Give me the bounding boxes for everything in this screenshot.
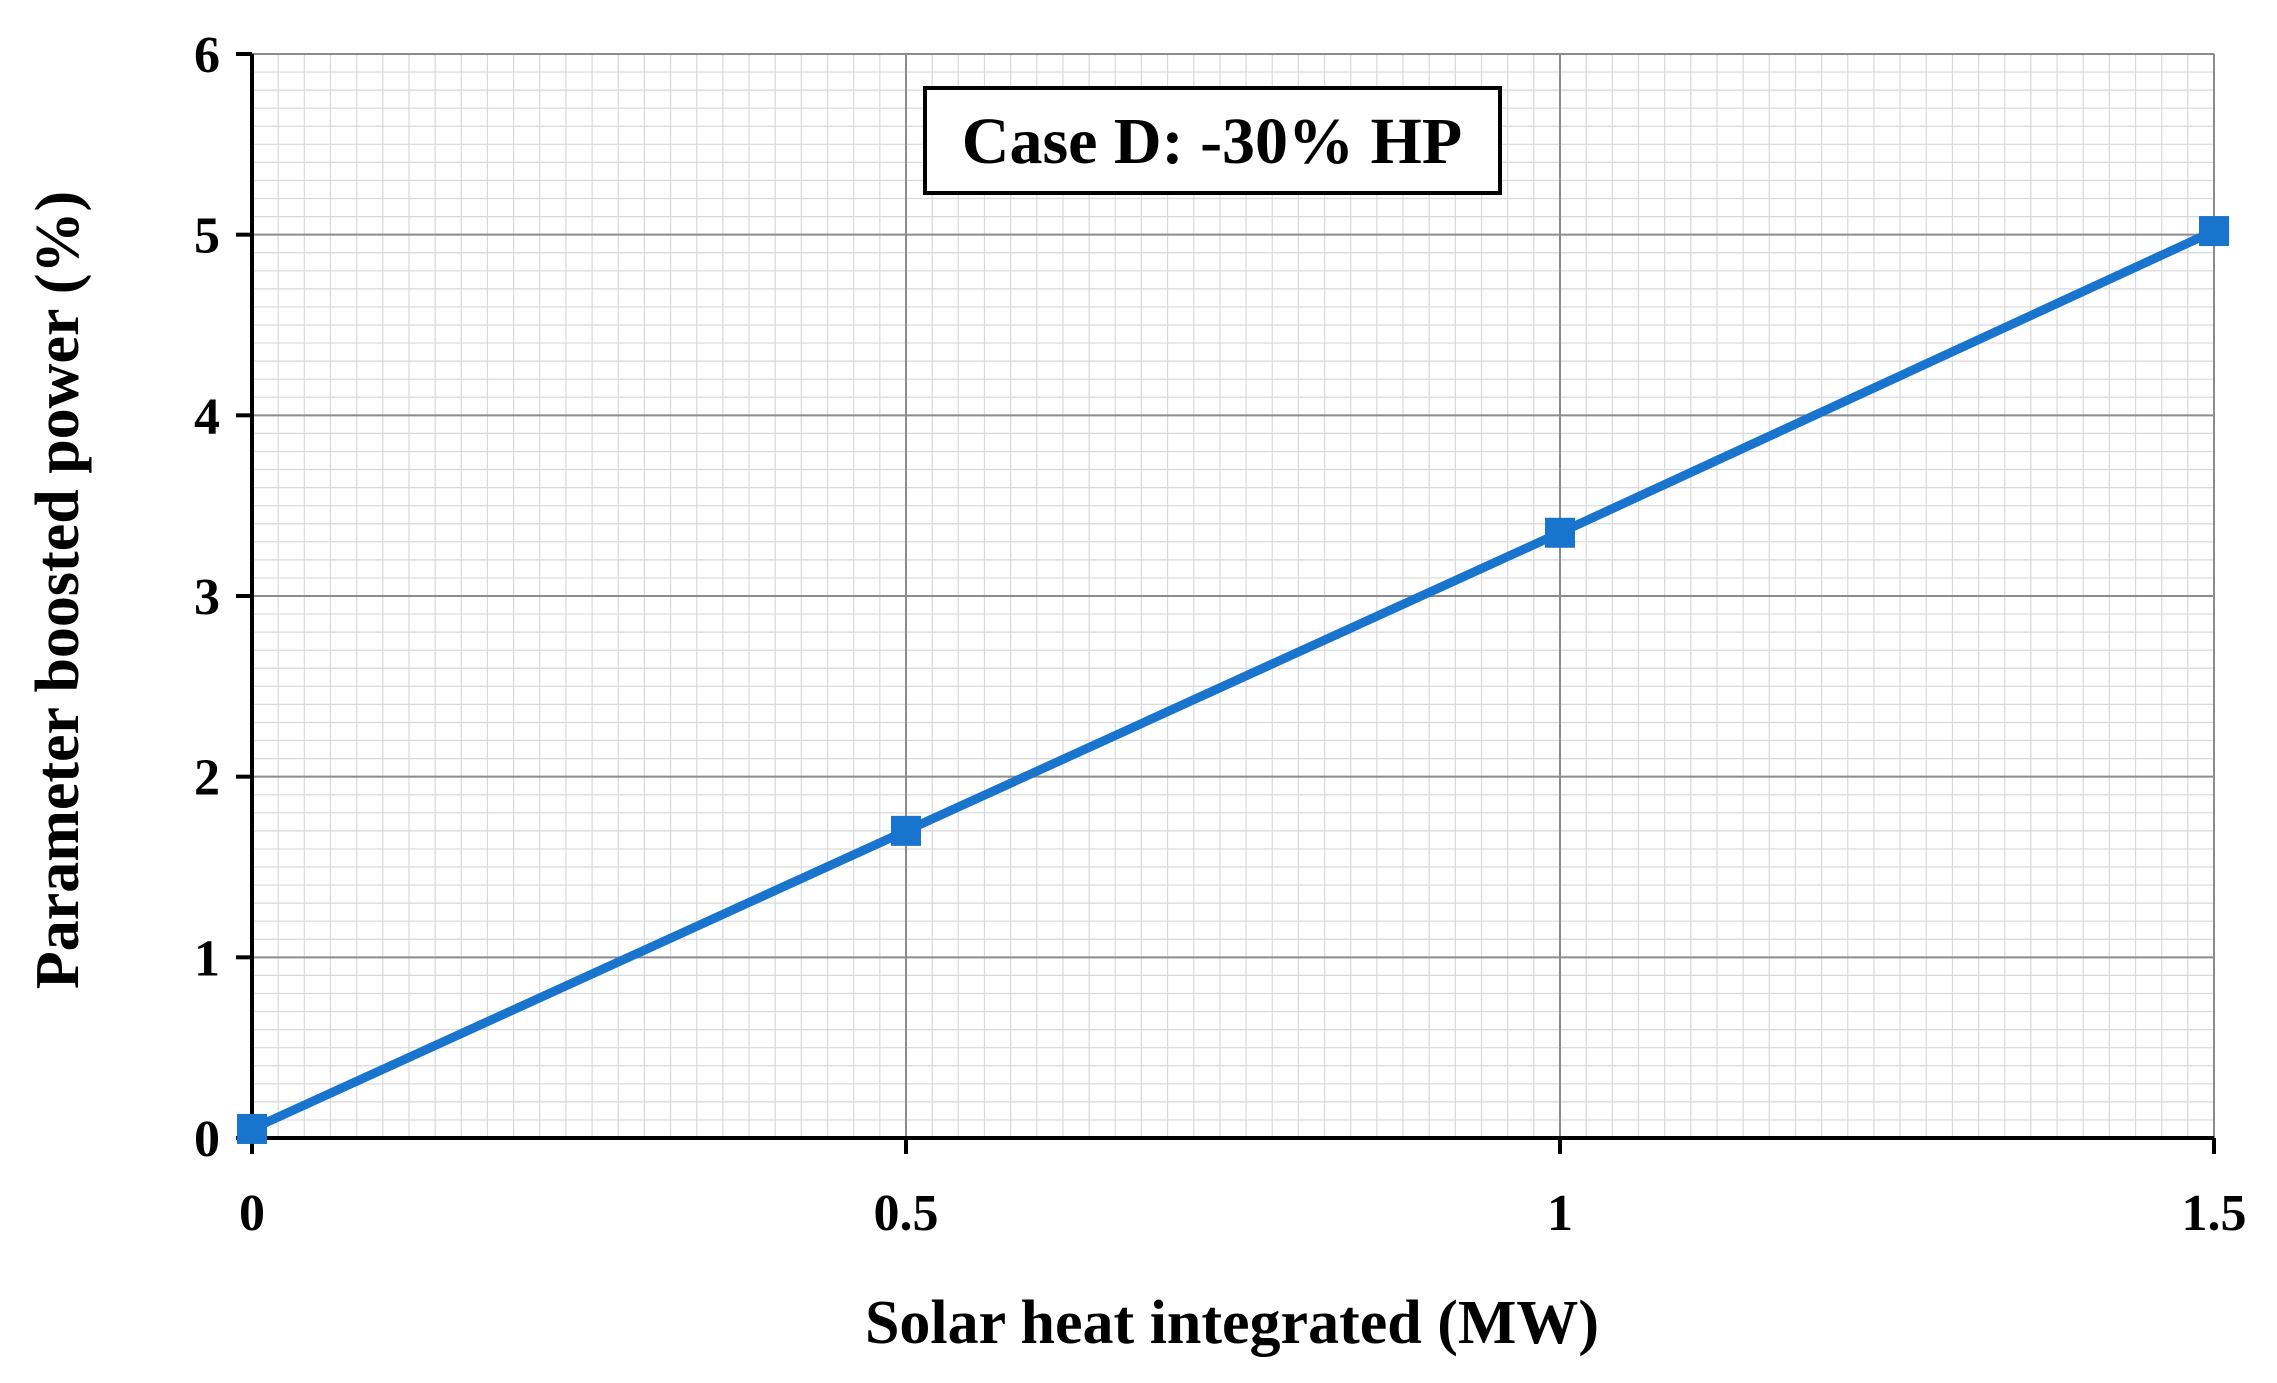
x-tick-label: 1 [1547, 1185, 1573, 1242]
x-axis-title: Solar heat integrated (MW) [865, 1289, 1599, 1357]
x-tick-label: 0.5 [874, 1185, 939, 1242]
y-tick-label: 6 [194, 27, 220, 84]
y-tick-label: 5 [194, 208, 220, 265]
y-tick-label: 0 [194, 1111, 220, 1168]
y-tick-label: 3 [194, 569, 220, 626]
series-line [250, 226, 2216, 1134]
data-point-marker [891, 815, 921, 846]
data-point-marker [237, 1113, 267, 1144]
data-point-marker [2199, 216, 2229, 247]
x-tick-labels: 0 0.5 1 1.5 [239, 1185, 2247, 1242]
axis-ticks [236, 52, 2216, 1154]
y-tick-labels: 0 1 2 3 4 5 6 [194, 27, 220, 1168]
annotation-frame [923, 86, 1502, 195]
major-gridlines [252, 53, 2215, 1138]
annotation-box: Case D: -30% HP [923, 86, 1502, 195]
y-axis-title: Parameter boosted power (%) [24, 191, 92, 989]
y-tick-label: 1 [194, 930, 220, 987]
y-tick-label: 4 [194, 388, 220, 445]
x-tick-label: 0 [239, 1185, 265, 1242]
annotation-text: Case D: -30% HP [962, 105, 1462, 178]
data-point-marker [1545, 517, 1575, 548]
series-group [237, 216, 2229, 1144]
x-tick-label: 1.5 [2182, 1185, 2247, 1242]
y-tick-label: 2 [194, 750, 220, 807]
